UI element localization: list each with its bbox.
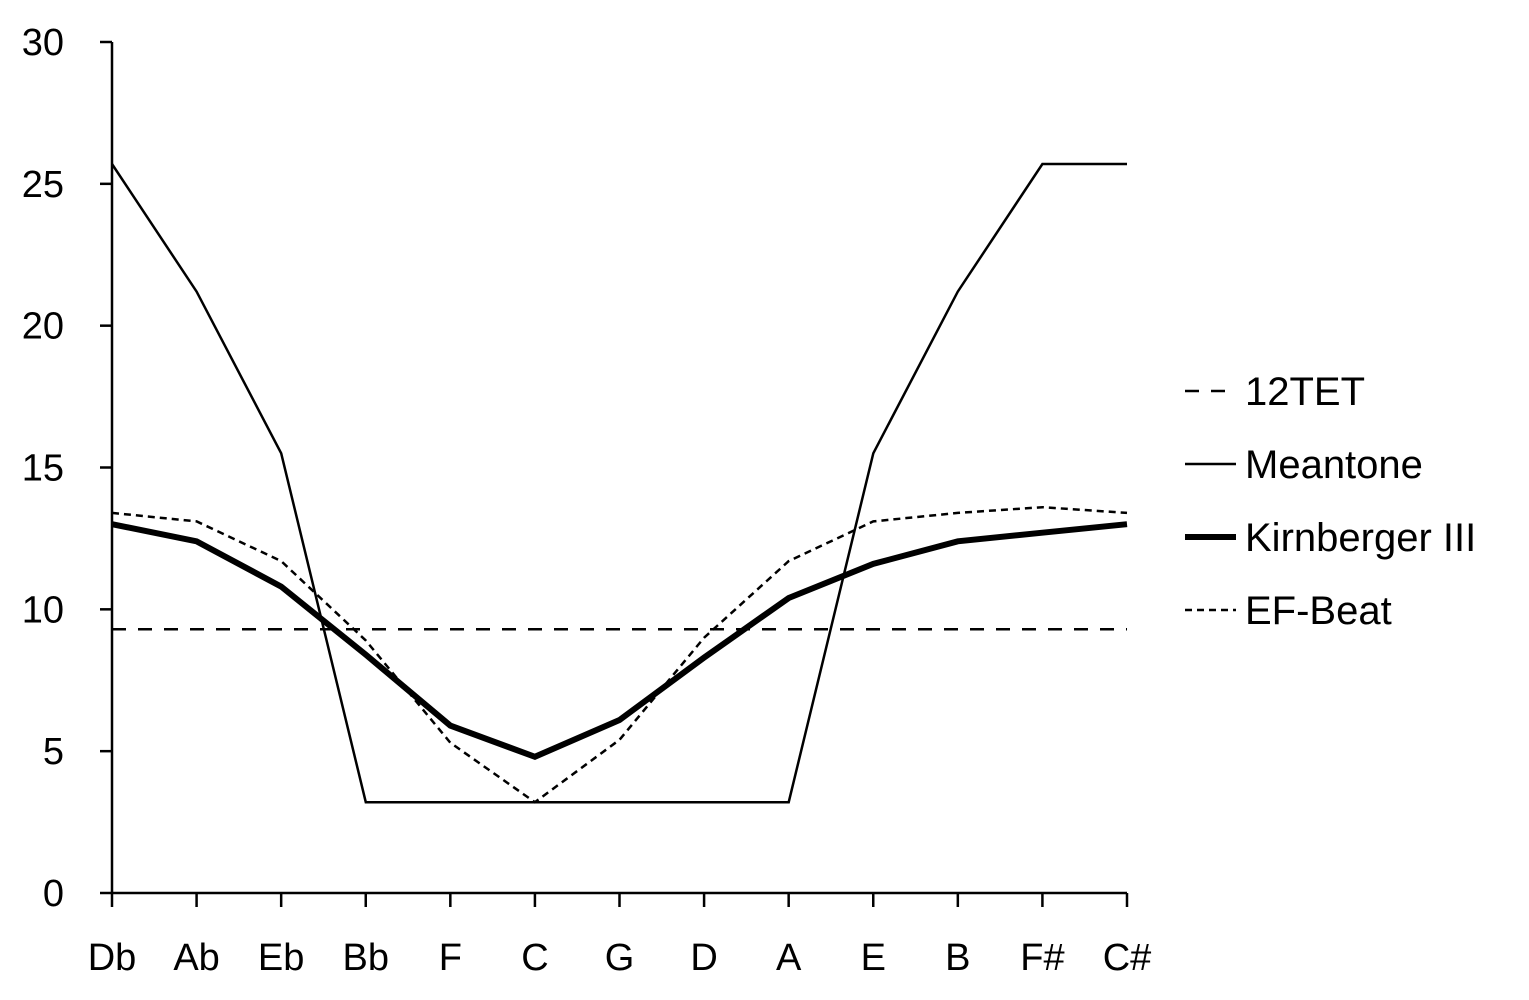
x-tick-label: Eb <box>258 937 304 979</box>
x-tick-label: A <box>776 937 802 979</box>
y-tick-label: 25 <box>22 164 64 206</box>
series-layer <box>110 162 1128 804</box>
series-line-kirnberger-iii <box>111 521 1128 761</box>
x-tick-label: Ab <box>173 937 219 979</box>
x-tick-label: D <box>690 937 717 979</box>
y-tick-label: 0 <box>43 873 64 915</box>
series-line-meantone <box>110 162 1127 804</box>
y-tick-label: 20 <box>22 306 64 348</box>
x-tick-label: E <box>861 937 886 979</box>
y-tick-label: 5 <box>43 731 64 773</box>
y-tick-label: 10 <box>22 589 64 631</box>
x-tick-label: C# <box>1103 937 1152 979</box>
x-tick-label: Db <box>88 937 137 979</box>
y-tick-label: 30 <box>22 22 64 64</box>
legend-label-ef-beat: EF-Beat <box>1245 589 1392 633</box>
x-tick-label: Bb <box>343 937 389 979</box>
y-tick-label: 15 <box>22 448 64 490</box>
x-tick-label: B <box>945 937 970 979</box>
legend-label-12tet: 12TET <box>1245 370 1365 414</box>
x-tick-label: F# <box>1020 937 1064 979</box>
x-tick-label: F <box>439 937 462 979</box>
legend-label-meantone: Meantone <box>1245 443 1423 487</box>
x-tick-label: G <box>605 937 635 979</box>
axes: 0 5 10 15 20 25 30 Db Ab Eb Bb F C G D A E B F# C# <box>22 22 1152 979</box>
legend-label-kirnberger-iii: Kirnberger III <box>1245 516 1476 560</box>
x-tick-label: C <box>521 937 548 979</box>
series-line-ef-beat <box>111 505 1128 804</box>
legend: 12TET Meantone Kirnberger III EF-Beat <box>1185 370 1476 633</box>
